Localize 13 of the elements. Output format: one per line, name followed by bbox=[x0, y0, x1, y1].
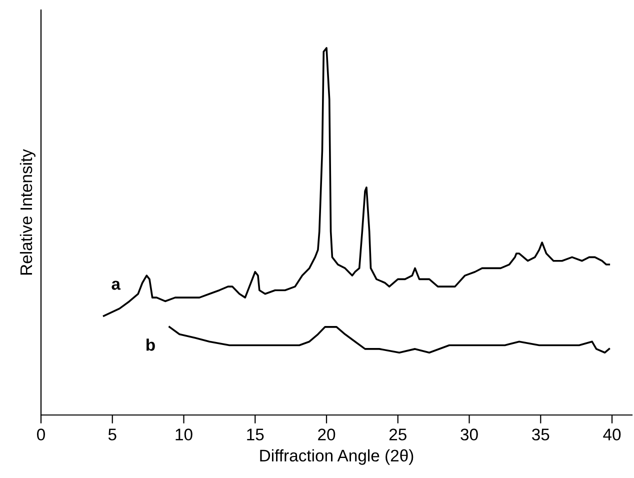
x-tick-label: 15 bbox=[247, 428, 264, 440]
x-tick-label: 40 bbox=[603, 428, 621, 440]
x-tick-label: 10 bbox=[176, 428, 192, 440]
series-label: b bbox=[146, 338, 155, 351]
x-tick-label: 25 bbox=[389, 428, 406, 440]
x-tick-label: 35 bbox=[532, 428, 550, 440]
series-label: a bbox=[112, 280, 121, 290]
y-axis-title: Relative Intensity bbox=[20, 149, 36, 275]
x-tick-label: 20 bbox=[318, 428, 336, 440]
x-tick-label: 30 bbox=[460, 428, 478, 440]
x-axis-title: Diffraction Angle (2θ) bbox=[260, 449, 414, 465]
x-tick-label: 5 bbox=[108, 428, 116, 440]
x-tick-label: 0 bbox=[37, 428, 45, 440]
